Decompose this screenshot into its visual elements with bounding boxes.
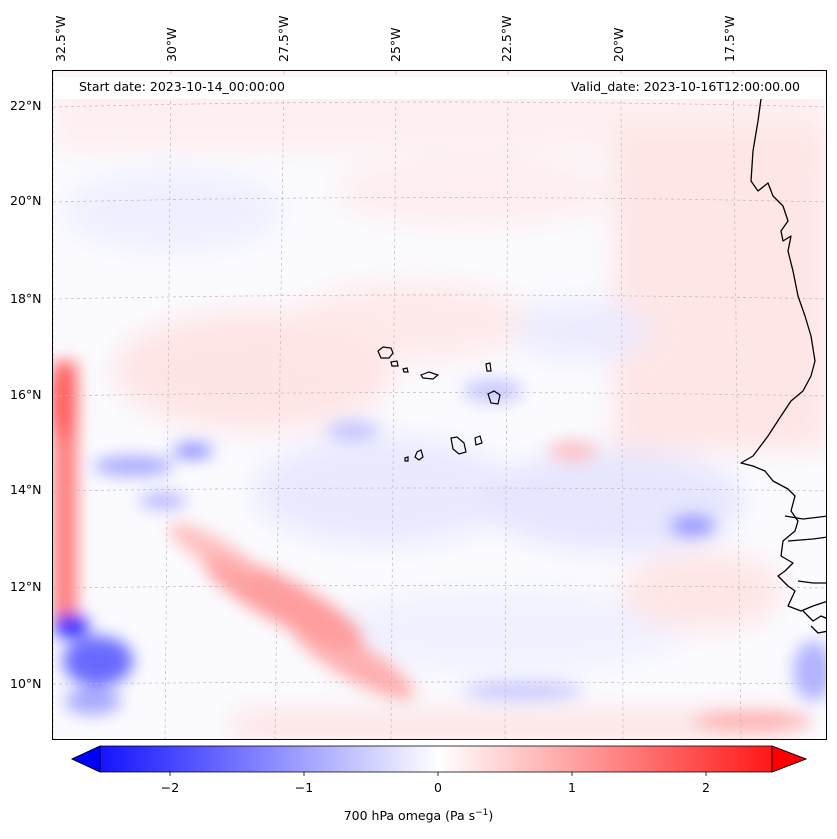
- header-strip: [54, 77, 825, 99]
- valid-date-label: Valid_date: 2023-10-16T12:00:00.00: [570, 79, 800, 94]
- colorbar-label: 700 hPa omega (Pa s−1): [0, 808, 837, 823]
- colorbar-min-extend: [71, 745, 101, 773]
- coastline: [740, 98, 826, 634]
- colorbar-tick-2: 2: [702, 780, 710, 795]
- colorbar-label-main: 700 hPa omega (Pa s: [343, 808, 476, 824]
- field-broad: [53, 71, 826, 739]
- lat-label-12n: 12°N: [10, 579, 42, 594]
- lon-label-22-5w: 22.5°W: [499, 15, 514, 62]
- lat-label-20n: 20°N: [10, 193, 42, 208]
- colorbar-tick-0: 0: [434, 780, 442, 795]
- lat-label-14n: 14°N: [10, 482, 42, 497]
- omega-field: [53, 71, 826, 739]
- gridlines: [53, 71, 826, 739]
- lat-label-18n: 18°N: [10, 291, 42, 306]
- cape-verde-islands: [377, 346, 501, 462]
- lon-label-27-5w: 27.5°W: [276, 15, 291, 62]
- colorbar-tick-minus-1: −1: [294, 780, 314, 795]
- lat-label-10n: 10°N: [10, 676, 42, 691]
- colorbar-ticks: [169, 772, 707, 776]
- field-strong: [53, 361, 826, 729]
- colorbar-max-extend: [771, 745, 808, 773]
- colorbar-label-exponent: −1: [475, 808, 489, 818]
- lon-label-32-5w: 32.5°W: [53, 15, 68, 62]
- lon-label-30w: 30°W: [164, 27, 179, 62]
- lon-label-25w: 25°W: [388, 27, 403, 62]
- colorbar-body: [71, 745, 808, 773]
- lat-label-16n: 16°N: [10, 387, 42, 402]
- start-date-label: Start date: 2023-10-14_00:00:00: [79, 79, 285, 94]
- colorbar: [71, 745, 808, 776]
- colorbar-label-end: ): [488, 808, 494, 824]
- colorbar-tick-1: 1: [568, 780, 576, 795]
- lon-label-20w: 20°W: [611, 27, 626, 62]
- lon-label-17-5w: 17.5°W: [722, 15, 737, 62]
- map-panel: Start date: 2023-10-14_00:00:00 Valid_da…: [52, 70, 827, 740]
- colorbar-tick-minus-2: −2: [160, 780, 180, 795]
- lat-label-22n: 22°N: [10, 98, 42, 113]
